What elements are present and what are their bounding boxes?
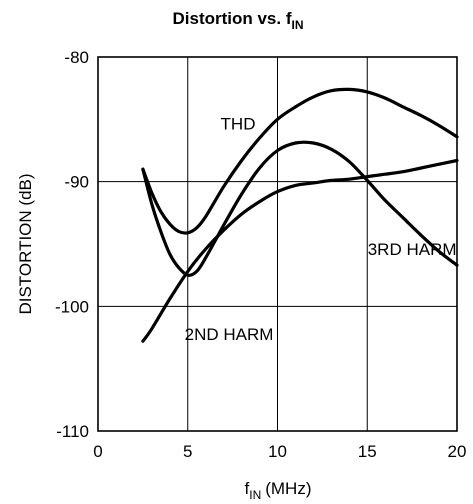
y-axis-label: DISTORTION (dB) — [16, 173, 35, 314]
x-tick-label: 5 — [183, 442, 192, 461]
series-label-thd: THD — [221, 114, 256, 133]
y-tick-label: -80 — [64, 48, 89, 67]
series-label-3rd-harm: 3RD HARM — [368, 240, 457, 259]
y-tick-labels: -80 -90 -100 -110 — [55, 48, 89, 441]
x-tick-labels: 0 5 10 15 20 — [93, 442, 466, 461]
x-tick-label: 20 — [448, 442, 467, 461]
y-tick-label: -90 — [64, 173, 89, 192]
x-tick-label: 0 — [93, 442, 102, 461]
plot-frame — [97, 56, 458, 432]
x-tick-label: 15 — [358, 442, 377, 461]
x-axis-label: fIN (MHz) — [245, 479, 312, 502]
series-line-2nd-harm — [141, 158, 459, 343]
series-label-2nd-harm: 2ND HARM — [185, 325, 274, 344]
y-tick-label: -110 — [56, 422, 89, 441]
series-line-3rd-harm — [141, 140, 459, 277]
chart-title: Distortion vs. fIN — [172, 9, 303, 32]
series-lines — [141, 87, 459, 343]
series-line-thd — [141, 87, 459, 235]
series-labels: THD 3RD HARM 2ND HARM — [185, 114, 457, 344]
x-tick-label: 10 — [268, 442, 287, 461]
y-tick-label: -100 — [55, 297, 89, 316]
